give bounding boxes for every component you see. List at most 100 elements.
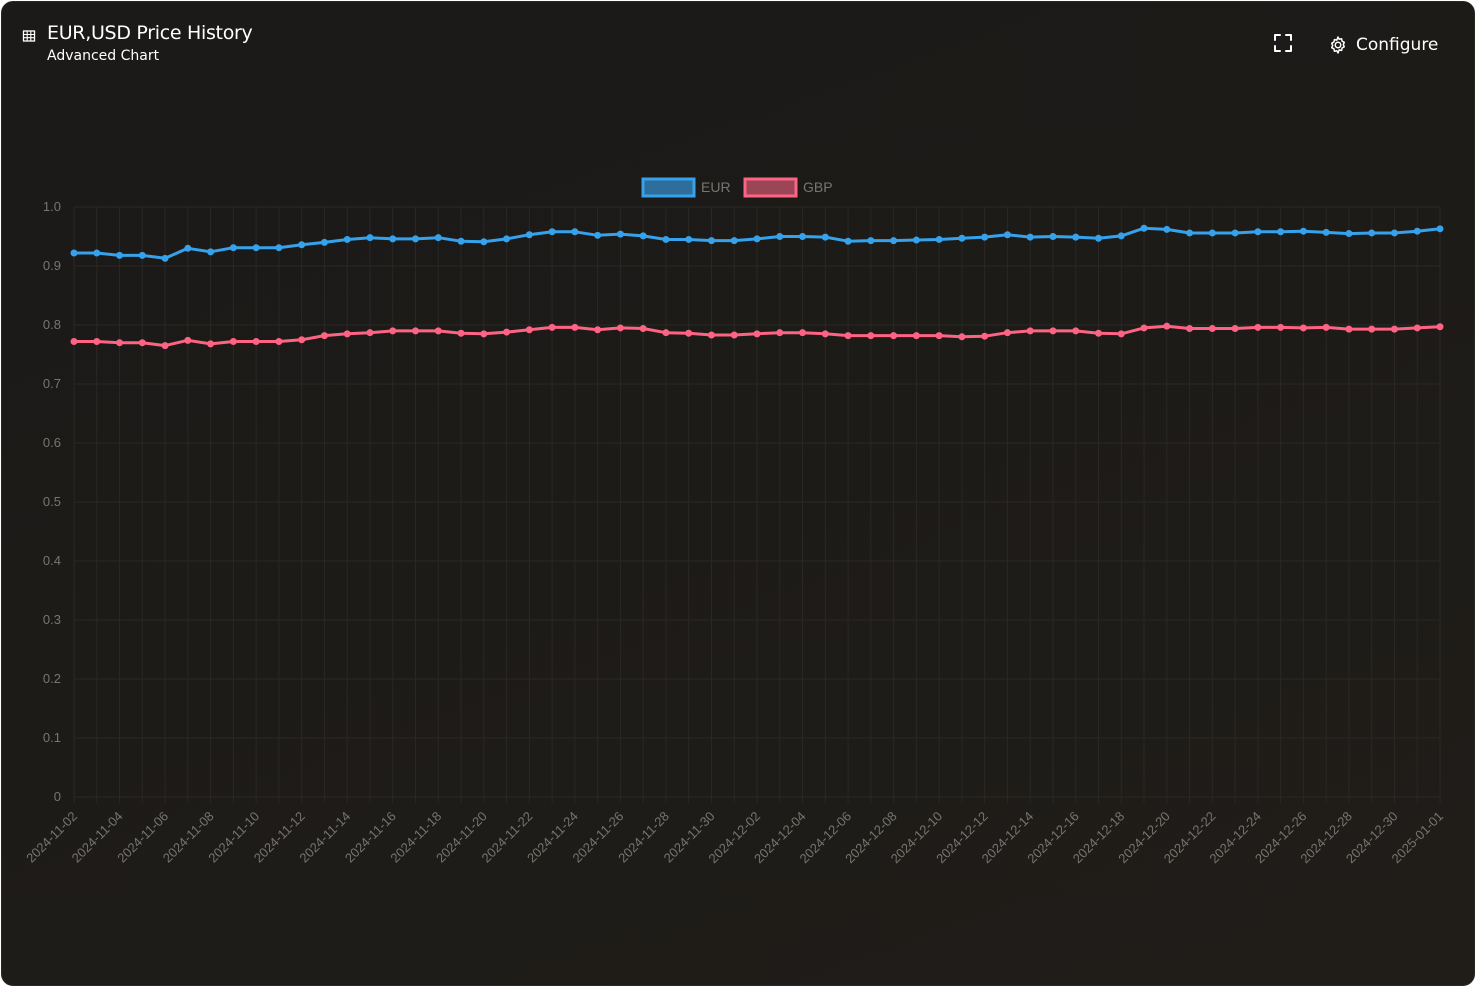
configure-button[interactable]: Configure bbox=[1328, 32, 1438, 58]
data-point-gbp[interactable] bbox=[1436, 323, 1444, 331]
data-point-gbp[interactable] bbox=[116, 339, 124, 347]
data-point-gbp[interactable] bbox=[343, 330, 351, 338]
data-point-eur[interactable] bbox=[1322, 228, 1330, 236]
data-point-gbp[interactable] bbox=[844, 332, 852, 340]
data-point-gbp[interactable] bbox=[320, 332, 328, 340]
data-point-eur[interactable] bbox=[890, 237, 898, 245]
data-point-gbp[interactable] bbox=[457, 329, 465, 337]
data-point-gbp[interactable] bbox=[252, 338, 260, 346]
data-point-eur[interactable] bbox=[229, 244, 237, 252]
data-point-eur[interactable] bbox=[844, 237, 852, 245]
data-point-eur[interactable] bbox=[594, 231, 602, 239]
data-point-eur[interactable] bbox=[571, 228, 579, 236]
data-point-eur[interactable] bbox=[867, 237, 875, 245]
data-point-eur[interactable] bbox=[753, 235, 761, 243]
data-point-eur[interactable] bbox=[958, 234, 966, 242]
data-point-gbp[interactable] bbox=[1345, 325, 1353, 333]
data-point-eur[interactable] bbox=[207, 248, 215, 256]
data-point-gbp[interactable] bbox=[594, 326, 602, 334]
data-point-gbp[interactable] bbox=[298, 336, 306, 344]
data-point-gbp[interactable] bbox=[93, 338, 101, 346]
data-point-gbp[interactable] bbox=[480, 330, 488, 338]
data-point-eur[interactable] bbox=[707, 237, 715, 245]
data-point-eur[interactable] bbox=[1254, 228, 1262, 236]
data-point-eur[interactable] bbox=[343, 235, 351, 243]
data-point-eur[interactable] bbox=[184, 244, 192, 252]
data-point-gbp[interactable] bbox=[958, 333, 966, 341]
data-point-gbp[interactable] bbox=[1254, 323, 1262, 331]
data-point-gbp[interactable] bbox=[138, 339, 146, 347]
data-point-gbp[interactable] bbox=[275, 338, 283, 346]
data-point-gbp[interactable] bbox=[184, 336, 192, 344]
data-point-eur[interactable] bbox=[1072, 233, 1080, 241]
data-point-eur[interactable] bbox=[821, 233, 829, 241]
data-point-gbp[interactable] bbox=[434, 327, 442, 335]
data-point-gbp[interactable] bbox=[799, 329, 807, 337]
data-point-eur[interactable] bbox=[252, 244, 260, 252]
data-point-eur[interactable] bbox=[70, 249, 78, 257]
data-point-eur[interactable] bbox=[93, 249, 101, 257]
data-point-gbp[interactable] bbox=[935, 332, 943, 340]
data-point-eur[interactable] bbox=[1117, 232, 1125, 240]
data-point-eur[interactable] bbox=[138, 251, 146, 259]
data-point-gbp[interactable] bbox=[1072, 327, 1080, 335]
data-point-gbp[interactable] bbox=[707, 331, 715, 339]
data-point-eur[interactable] bbox=[1345, 230, 1353, 238]
data-point-gbp[interactable] bbox=[412, 327, 419, 335]
data-point-gbp[interactable] bbox=[1186, 325, 1194, 333]
data-point-gbp[interactable] bbox=[525, 326, 533, 334]
data-point-eur[interactable] bbox=[685, 235, 693, 243]
data-point-eur[interactable] bbox=[412, 235, 419, 243]
data-point-gbp[interactable] bbox=[571, 323, 579, 331]
data-point-gbp[interactable] bbox=[1208, 325, 1216, 333]
data-point-gbp[interactable] bbox=[1049, 327, 1057, 335]
data-point-gbp[interactable] bbox=[70, 338, 78, 346]
data-point-gbp[interactable] bbox=[616, 324, 624, 332]
data-point-eur[interactable] bbox=[116, 251, 124, 259]
data-point-eur[interactable] bbox=[1436, 225, 1444, 233]
data-point-eur[interactable] bbox=[730, 237, 738, 245]
data-point-gbp[interactable] bbox=[1231, 325, 1239, 333]
data-point-gbp[interactable] bbox=[389, 327, 397, 335]
data-point-eur[interactable] bbox=[912, 236, 920, 244]
data-point-eur[interactable] bbox=[1095, 234, 1102, 242]
data-point-eur[interactable] bbox=[1277, 228, 1285, 236]
data-point-eur[interactable] bbox=[1390, 229, 1398, 237]
data-point-gbp[interactable] bbox=[1003, 329, 1011, 337]
data-point-eur[interactable] bbox=[662, 235, 670, 243]
data-point-gbp[interactable] bbox=[548, 323, 556, 331]
data-point-eur[interactable] bbox=[981, 233, 989, 241]
data-point-eur[interactable] bbox=[366, 234, 374, 242]
legend-item-eur[interactable]: EUR bbox=[641, 177, 731, 198]
data-point-gbp[interactable] bbox=[1390, 325, 1398, 333]
data-point-eur[interactable] bbox=[1208, 229, 1216, 237]
data-point-gbp[interactable] bbox=[1095, 329, 1102, 337]
data-point-gbp[interactable] bbox=[1413, 324, 1421, 332]
data-point-gbp[interactable] bbox=[912, 332, 920, 340]
data-point-eur[interactable] bbox=[1299, 227, 1307, 235]
data-point-eur[interactable] bbox=[799, 233, 807, 240]
data-point-gbp[interactable] bbox=[685, 329, 693, 337]
data-point-eur[interactable] bbox=[457, 237, 465, 245]
data-point-eur[interactable] bbox=[639, 232, 647, 240]
data-point-gbp[interactable] bbox=[981, 332, 989, 340]
data-point-eur[interactable] bbox=[1368, 229, 1376, 237]
data-point-gbp[interactable] bbox=[1277, 323, 1285, 331]
data-point-eur[interactable] bbox=[275, 244, 283, 252]
data-point-gbp[interactable] bbox=[1322, 323, 1330, 331]
data-point-eur[interactable] bbox=[480, 238, 488, 246]
data-point-gbp[interactable] bbox=[1140, 324, 1148, 332]
data-point-eur[interactable] bbox=[320, 238, 328, 246]
data-point-eur[interactable] bbox=[525, 231, 533, 239]
data-point-gbp[interactable] bbox=[867, 332, 875, 340]
data-point-gbp[interactable] bbox=[639, 325, 647, 333]
data-point-eur[interactable] bbox=[935, 235, 943, 243]
data-point-gbp[interactable] bbox=[1026, 327, 1034, 335]
data-point-gbp[interactable] bbox=[1368, 325, 1376, 333]
data-point-eur[interactable] bbox=[389, 235, 397, 243]
data-point-gbp[interactable] bbox=[821, 330, 829, 338]
data-point-gbp[interactable] bbox=[776, 329, 784, 337]
data-point-gbp[interactable] bbox=[207, 340, 215, 348]
data-point-gbp[interactable] bbox=[730, 331, 738, 339]
data-point-eur[interactable] bbox=[503, 235, 511, 243]
